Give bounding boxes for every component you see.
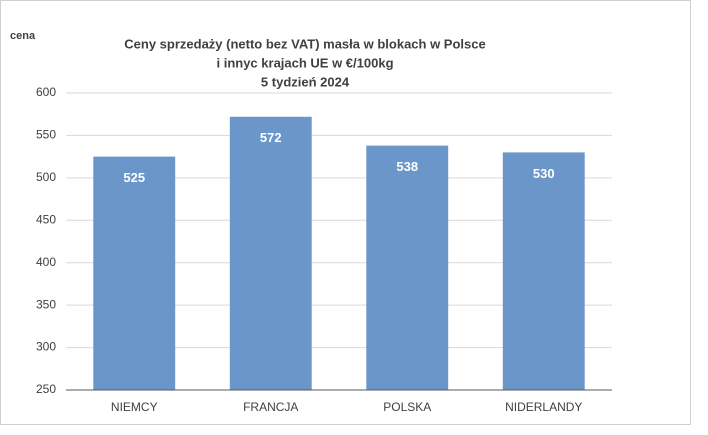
bar (502, 152, 585, 390)
data-label: 530 (533, 166, 555, 181)
x-tick-label: POLSKA (383, 400, 431, 414)
data-label: 525 (123, 170, 145, 185)
y-tick-label: 300 (36, 340, 56, 354)
bar (93, 156, 176, 390)
x-tick-label: NIEMCY (111, 400, 158, 414)
title-line: 5 tydzień 2024 (261, 74, 350, 89)
chart-title: Ceny sprzedaży (netto bez VAT) masła w b… (124, 36, 485, 89)
data-label: 538 (396, 159, 418, 174)
y-tick-label: 350 (36, 297, 56, 311)
data-label: 572 (260, 130, 282, 145)
y-tick-label: 600 (36, 85, 56, 99)
y-tick-label: 450 (36, 212, 56, 226)
y-tick-label: 550 (36, 128, 56, 142)
y-tick-label: 250 (36, 382, 56, 396)
title-line: i innyc krajach UE w €/100kg (216, 55, 393, 70)
y-axis-label: cena (10, 30, 36, 42)
title-line: Ceny sprzedaży (netto bez VAT) masła w b… (124, 36, 485, 51)
bar (366, 145, 449, 390)
y-tick-label: 500 (36, 170, 56, 184)
y-tick-label: 400 (36, 255, 56, 269)
x-tick-label: FRANCJA (243, 400, 298, 414)
x-tick-label: NIDERLANDY (505, 400, 582, 414)
bar (229, 116, 312, 390)
